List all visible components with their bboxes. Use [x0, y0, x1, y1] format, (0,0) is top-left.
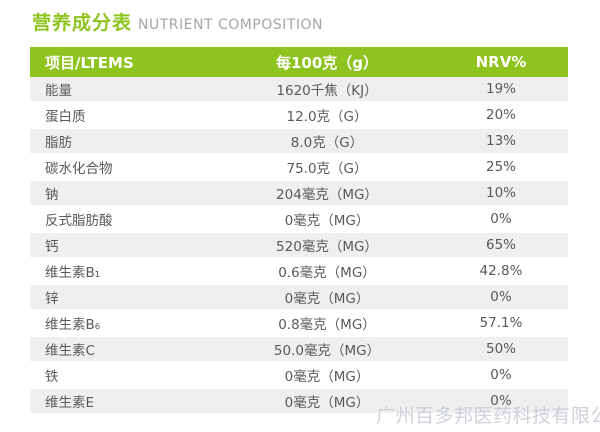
nutrient-name: 能量 — [45, 83, 72, 99]
nrv-percent: 25% — [485, 159, 516, 175]
table-row: 锌 0毫克（MG） 0% — [30, 285, 568, 311]
page-title: 营养成分表 NUTRIENT COMPOSITION — [32, 8, 323, 35]
nutrient-name: 维生素C — [45, 343, 95, 359]
table-body: 能量 1620千焦（KJ） 19% 蛋白质 12.0克（G） 20% 脂肪 8.0克（G） 13… — [30, 77, 568, 415]
nutrient-name: 碳水化合物 — [45, 161, 113, 177]
table-row: 铁 0毫克（MG） 0% — [30, 363, 568, 389]
table-row: 反式脂肪酸 0毫克（MG） 0% — [30, 207, 568, 233]
table-row: 钠 204毫克（MG） 10% — [30, 181, 568, 207]
nrv-percent: 10% — [485, 185, 516, 201]
nrv-percent: 0% — [490, 367, 512, 383]
amount-per-100g: 1620千焦（KJ） — [276, 83, 378, 99]
table-row: 能量 1620千焦（KJ） 19% — [30, 77, 568, 103]
nrv-percent: 42.8% — [479, 263, 523, 279]
nrv-percent: 50% — [485, 341, 516, 357]
nrv-percent: 0% — [490, 211, 512, 227]
table-row: 碳水化合物 75.0克（G） 25% — [30, 155, 568, 181]
nutrient-name: 反式脂肪酸 — [45, 213, 113, 229]
table-row: 钙 520毫克（MG） 65% — [30, 233, 568, 259]
amount-per-100g: 520毫克（MG） — [276, 239, 378, 255]
amount-per-100g: 12.0克（G） — [286, 109, 368, 125]
nutrient-name: 钠 — [45, 187, 59, 203]
amount-per-100g: 0毫克（MG） — [284, 369, 370, 385]
nrv-percent: 0% — [490, 393, 512, 409]
table-row: 脂肪 8.0克（G） 13% — [30, 129, 568, 155]
amount-per-100g: 0.6毫克（MG） — [278, 265, 376, 281]
amount-per-100g: 75.0克（G） — [286, 161, 368, 177]
amount-per-100g: 0毫克（MG） — [284, 291, 370, 307]
column-header-item: 项目/LTEMS — [45, 53, 134, 72]
nutrient-name: 维生素B₁ — [45, 265, 101, 281]
nrv-percent: 19% — [485, 81, 516, 97]
amount-per-100g: 0毫克（MG） — [284, 213, 370, 229]
table-row: 维生素B₆ 0.8毫克（MG） 57.1% — [30, 311, 568, 337]
nutrient-name: 维生素B₆ — [45, 317, 101, 333]
nrv-percent: 13% — [485, 133, 516, 149]
nutrient-name: 蛋白质 — [45, 109, 86, 125]
column-header-nrv: NRV% — [475, 53, 527, 71]
nrv-percent: 65% — [485, 237, 516, 253]
nrv-percent: 0% — [490, 289, 512, 305]
amount-per-100g: 50.0毫克（MG） — [273, 343, 381, 359]
table-header-row: 项目/LTEMS 每100克（g） NRV% — [30, 47, 568, 77]
nutrient-name: 钙 — [45, 239, 59, 255]
nrv-percent: 57.1% — [479, 315, 523, 331]
nutrient-name: 脂肪 — [45, 135, 72, 151]
table-row: 维生素C 50.0毫克（MG） 50% — [30, 337, 568, 363]
amount-per-100g: 0毫克（MG） — [284, 395, 370, 411]
amount-per-100g: 204毫克（MG） — [276, 187, 378, 203]
nutrient-table: 项目/LTEMS 每100克（g） NRV% 能量 1620千焦（KJ） 19% 蛋白… — [30, 47, 568, 415]
table-row: 维生素B₁ 0.6毫克（MG） 42.8% — [30, 259, 568, 285]
nutrient-name: 铁 — [45, 369, 59, 385]
table-row: 蛋白质 12.0克（G） 20% — [30, 103, 568, 129]
nutrient-name: 锌 — [45, 291, 59, 307]
amount-per-100g: 8.0克（G） — [290, 135, 364, 151]
table-row: 维生素E 0毫克（MG） 0% — [30, 389, 568, 415]
column-header-per-100g: 每100克（g） — [275, 53, 379, 72]
page-title-chinese: 营养成分表 — [32, 12, 133, 34]
amount-per-100g: 0.8毫克（MG） — [278, 317, 376, 333]
nrv-percent: 20% — [485, 107, 516, 123]
nutrient-name: 维生素E — [45, 395, 95, 411]
page-title-english: NUTRIENT COMPOSITION — [138, 17, 323, 33]
